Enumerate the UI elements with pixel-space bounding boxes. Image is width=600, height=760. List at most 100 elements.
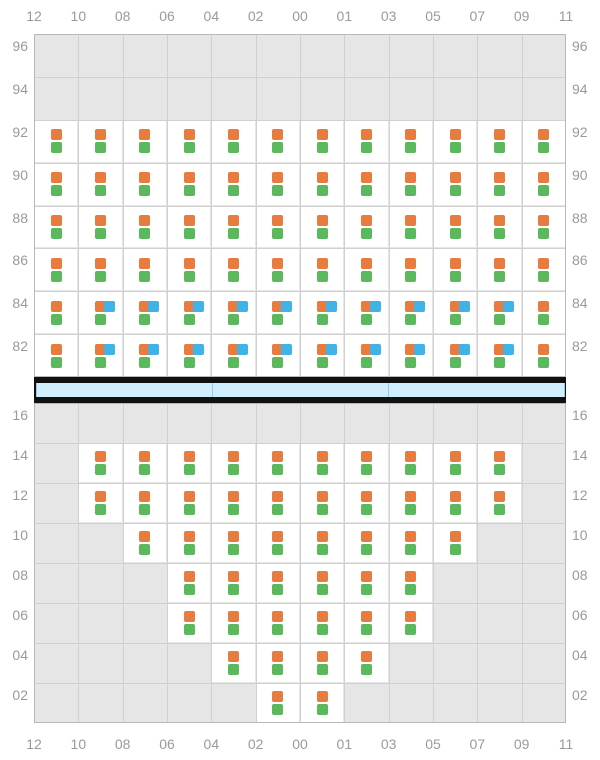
seat-cell[interactable] xyxy=(124,207,166,248)
seat-cell[interactable] xyxy=(79,292,121,333)
seat-cell[interactable] xyxy=(79,164,121,205)
seat-cell[interactable] xyxy=(478,121,520,162)
seat-cell[interactable] xyxy=(434,444,476,482)
seat-cell[interactable] xyxy=(345,564,387,602)
seat-cell[interactable] xyxy=(257,164,299,205)
seat-cell[interactable] xyxy=(124,249,166,290)
seat-cell[interactable] xyxy=(212,335,254,376)
seat-cell[interactable] xyxy=(478,207,520,248)
seat-cell[interactable] xyxy=(434,335,476,376)
seat-cell[interactable] xyxy=(390,292,432,333)
seat-cell[interactable] xyxy=(257,684,299,722)
seat-cell[interactable] xyxy=(257,121,299,162)
seat-cell[interactable] xyxy=(168,164,210,205)
seat-cell[interactable] xyxy=(35,249,77,290)
seat-cell[interactable] xyxy=(212,564,254,602)
seat-cell[interactable] xyxy=(434,164,476,205)
seat-cell[interactable] xyxy=(345,121,387,162)
seat-cell[interactable] xyxy=(257,524,299,562)
seat-cell[interactable] xyxy=(390,444,432,482)
seat-cell[interactable] xyxy=(301,121,343,162)
seat-cell[interactable] xyxy=(212,292,254,333)
seat-cell[interactable] xyxy=(390,121,432,162)
seat-cell[interactable] xyxy=(478,249,520,290)
seat-cell[interactable] xyxy=(79,121,121,162)
seat-cell[interactable] xyxy=(478,164,520,205)
seat-cell[interactable] xyxy=(345,524,387,562)
seat-cell[interactable] xyxy=(478,292,520,333)
seat-cell[interactable] xyxy=(301,484,343,522)
seat-cell[interactable] xyxy=(345,604,387,642)
seat-cell[interactable] xyxy=(124,292,166,333)
seat-cell[interactable] xyxy=(434,484,476,522)
seat-cell[interactable] xyxy=(124,484,166,522)
seat-cell[interactable] xyxy=(390,335,432,376)
seat-cell[interactable] xyxy=(523,249,565,290)
seat-cell[interactable] xyxy=(390,207,432,248)
seat-cell[interactable] xyxy=(124,444,166,482)
seat-cell[interactable] xyxy=(345,644,387,682)
seat-cell[interactable] xyxy=(212,604,254,642)
seat-cell[interactable] xyxy=(301,164,343,205)
seat-cell[interactable] xyxy=(345,484,387,522)
seat-cell[interactable] xyxy=(257,484,299,522)
seat-cell[interactable] xyxy=(301,335,343,376)
seat-cell[interactable] xyxy=(79,207,121,248)
seat-cell[interactable] xyxy=(212,164,254,205)
seat-cell[interactable] xyxy=(168,484,210,522)
seat-cell[interactable] xyxy=(35,164,77,205)
seat-cell[interactable] xyxy=(523,121,565,162)
seat-cell[interactable] xyxy=(212,249,254,290)
seat-cell[interactable] xyxy=(168,564,210,602)
seat-cell[interactable] xyxy=(434,121,476,162)
seat-cell[interactable] xyxy=(345,335,387,376)
seat-cell[interactable] xyxy=(301,684,343,722)
seat-cell[interactable] xyxy=(523,164,565,205)
seat-cell[interactable] xyxy=(345,444,387,482)
seat-cell[interactable] xyxy=(212,524,254,562)
seat-cell[interactable] xyxy=(35,292,77,333)
seat-cell[interactable] xyxy=(390,524,432,562)
seat-cell[interactable] xyxy=(124,524,166,562)
seat-cell[interactable] xyxy=(523,207,565,248)
seat-cell[interactable] xyxy=(168,335,210,376)
seat-cell[interactable] xyxy=(257,604,299,642)
seat-cell[interactable] xyxy=(257,444,299,482)
seat-cell[interactable] xyxy=(168,524,210,562)
seat-cell[interactable] xyxy=(168,207,210,248)
seat-cell[interactable] xyxy=(301,604,343,642)
seat-cell[interactable] xyxy=(35,121,77,162)
seat-cell[interactable] xyxy=(168,121,210,162)
seat-cell[interactable] xyxy=(212,121,254,162)
seat-cell[interactable] xyxy=(390,604,432,642)
seat-cell[interactable] xyxy=(79,249,121,290)
seat-cell[interactable] xyxy=(390,484,432,522)
seat-cell[interactable] xyxy=(301,207,343,248)
seat-cell[interactable] xyxy=(301,524,343,562)
seat-cell[interactable] xyxy=(257,335,299,376)
seat-cell[interactable] xyxy=(168,249,210,290)
seat-cell[interactable] xyxy=(124,335,166,376)
seat-cell[interactable] xyxy=(301,564,343,602)
seat-cell[interactable] xyxy=(257,249,299,290)
seat-cell[interactable] xyxy=(212,644,254,682)
seat-cell[interactable] xyxy=(212,207,254,248)
seat-cell[interactable] xyxy=(301,644,343,682)
seat-cell[interactable] xyxy=(390,249,432,290)
seat-cell[interactable] xyxy=(168,444,210,482)
seat-cell[interactable] xyxy=(79,335,121,376)
seat-cell[interactable] xyxy=(301,292,343,333)
seat-cell[interactable] xyxy=(434,207,476,248)
seat-cell[interactable] xyxy=(345,164,387,205)
seat-cell[interactable] xyxy=(35,335,77,376)
seat-cell[interactable] xyxy=(390,564,432,602)
seat-cell[interactable] xyxy=(478,484,520,522)
seat-cell[interactable] xyxy=(257,564,299,602)
seat-cell[interactable] xyxy=(301,444,343,482)
seat-cell[interactable] xyxy=(79,484,121,522)
seat-cell[interactable] xyxy=(257,644,299,682)
seat-cell[interactable] xyxy=(168,292,210,333)
seat-cell[interactable] xyxy=(434,249,476,290)
seat-cell[interactable] xyxy=(345,207,387,248)
seat-cell[interactable] xyxy=(35,207,77,248)
